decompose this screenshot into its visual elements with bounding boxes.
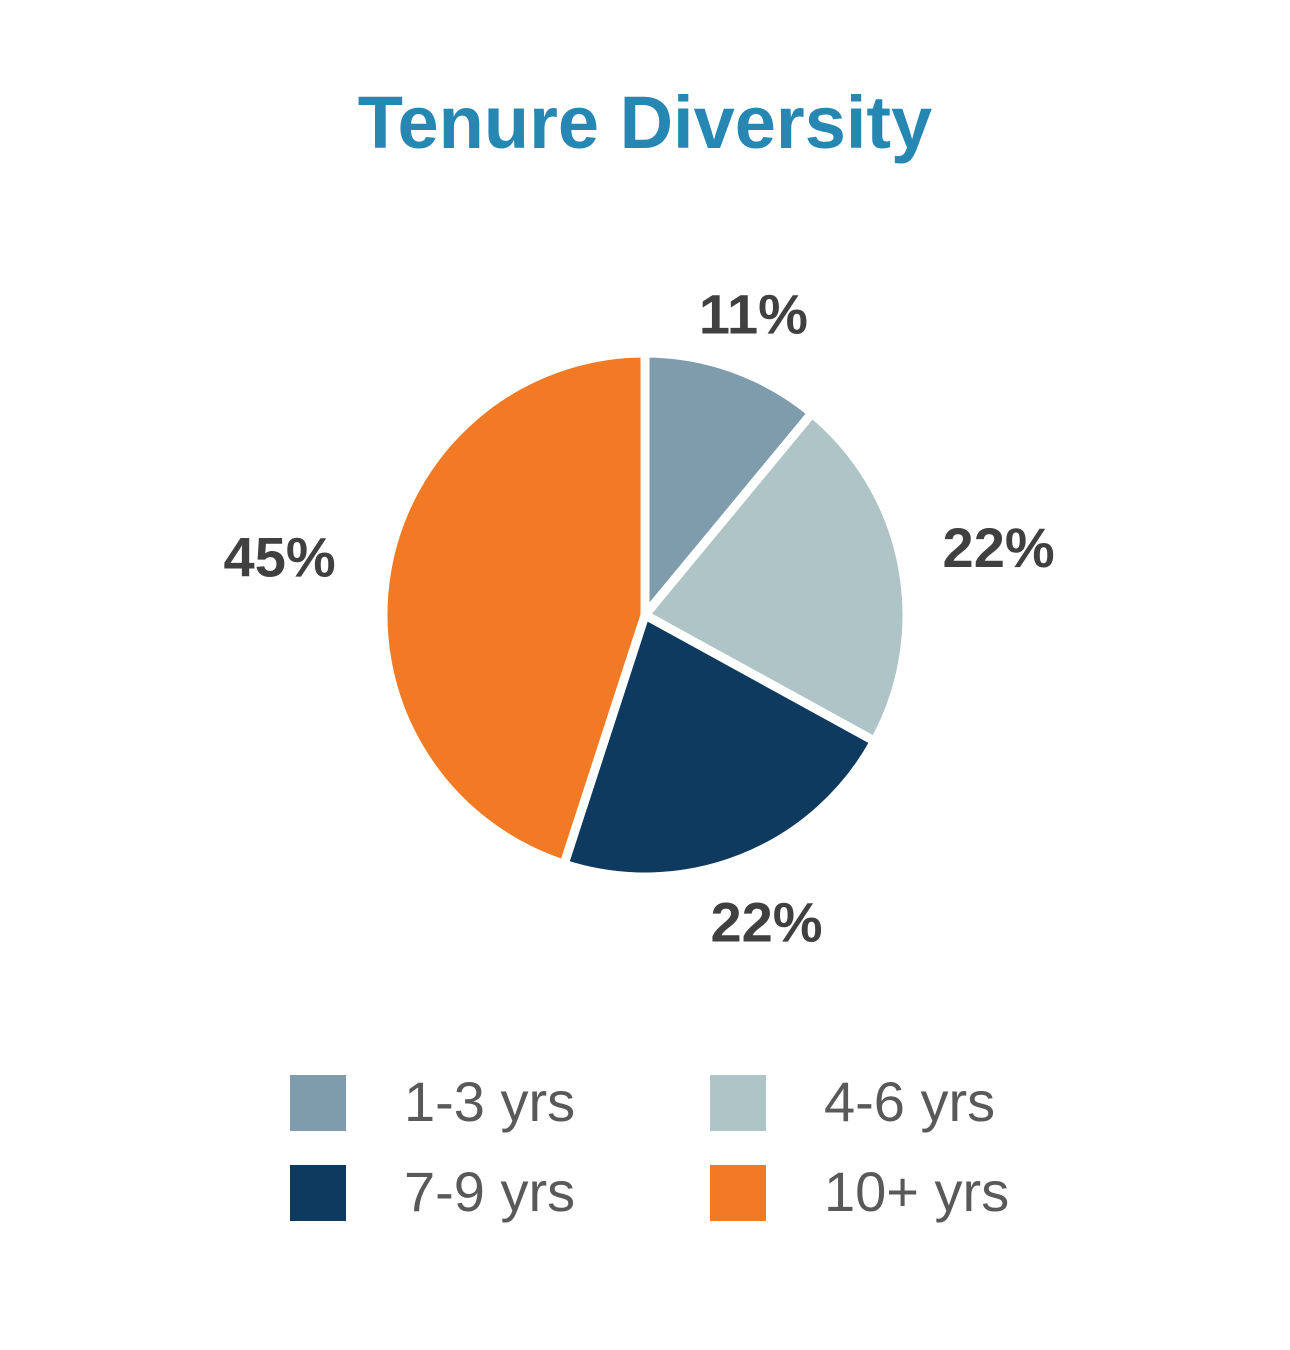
data-label-1-3-yrs: 11% bbox=[699, 282, 808, 345]
data-label-7-9-yrs: 22% bbox=[710, 890, 822, 953]
legend-label-4-6-yrs: 4-6 yrs bbox=[824, 1070, 996, 1133]
pie-slice-7-9-yrs bbox=[558, 608, 881, 882]
pie-slice-10-plus-yrs bbox=[378, 348, 650, 870]
legend-swatch-4-6-yrs bbox=[710, 1075, 766, 1131]
legend-label-1-3-yrs: 1-3 yrs bbox=[404, 1070, 576, 1133]
legend-swatch-1-3-yrs bbox=[290, 1075, 346, 1131]
data-label-4-6-yrs: 22% bbox=[943, 516, 1055, 579]
legend-label-7-9-yrs: 7-9 yrs bbox=[404, 1160, 576, 1223]
legend-swatch-7-9-yrs bbox=[290, 1165, 346, 1221]
data-label-10-plus-yrs: 45% bbox=[224, 526, 336, 589]
legend: 1-3 yrs 4-6 yrs 7-9 yrs 10+ yrs bbox=[290, 1062, 1090, 1232]
pie-slice-4-6-yrs bbox=[638, 406, 912, 748]
legend-swatch-10-plus-yrs bbox=[710, 1165, 766, 1221]
pie-slice-1-3-yrs bbox=[640, 348, 819, 628]
chart-title: Tenure Diversity bbox=[357, 81, 933, 164]
legend-label-10-plus-yrs: 10+ yrs bbox=[824, 1160, 1010, 1223]
